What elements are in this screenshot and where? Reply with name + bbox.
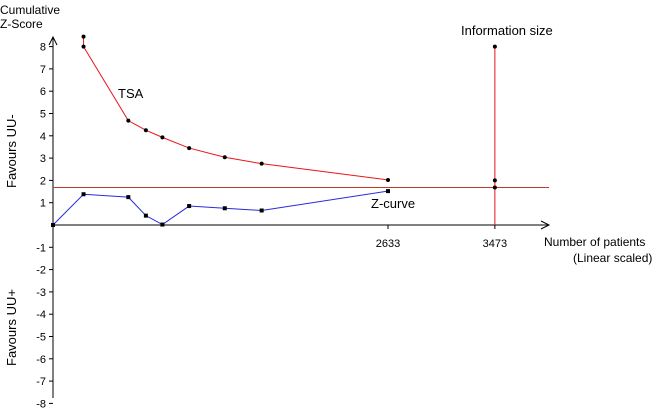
z_curve-point bbox=[143, 213, 148, 218]
y-tick-label: -4 bbox=[36, 309, 46, 321]
y-tick-label: 7 bbox=[40, 64, 46, 76]
z_curve-point bbox=[259, 208, 264, 213]
y-axis-title-line2: Z-Score bbox=[0, 17, 43, 31]
tsa_boundary-point bbox=[222, 155, 227, 160]
tsa_boundary-point bbox=[187, 146, 192, 151]
tsa_boundary-point bbox=[81, 44, 86, 49]
x-tick-label: 3473 bbox=[483, 238, 507, 250]
z_curve-point bbox=[160, 222, 165, 227]
favours-uu-plus-label: Favours UU+ bbox=[4, 289, 19, 366]
x-axis-arrow bbox=[540, 220, 551, 230]
tsa_boundary-line bbox=[83, 36, 389, 181]
information-size-marker bbox=[492, 178, 497, 183]
tsa_boundary-point bbox=[81, 34, 86, 39]
tsa_boundary-point bbox=[143, 128, 148, 133]
y-tick-label: -6 bbox=[36, 354, 46, 366]
z_curve-point bbox=[51, 223, 55, 227]
z_curve-point bbox=[187, 204, 192, 209]
information-size-marker bbox=[492, 44, 497, 49]
z_curve-point bbox=[81, 192, 86, 197]
tsa_boundary-point bbox=[160, 135, 165, 140]
x-axis-title-line1: Number of patients bbox=[544, 235, 645, 249]
tsa_boundary-point bbox=[259, 161, 264, 166]
y-tick-label: 5 bbox=[40, 109, 46, 121]
y-tick-label: -1 bbox=[36, 242, 46, 254]
tsa_boundary-point bbox=[126, 118, 131, 123]
information-size-label: Information size bbox=[461, 23, 553, 38]
x-axis-title-line2: (Linear scaled) bbox=[573, 251, 652, 265]
x-tick-label: 2633 bbox=[376, 238, 400, 250]
z_curve-line bbox=[52, 190, 389, 226]
y-axis-title-line1: Cumulative bbox=[0, 3, 60, 17]
y-tick-label: -7 bbox=[36, 376, 46, 388]
y-tick-label: 4 bbox=[40, 131, 46, 143]
z_curve-point bbox=[386, 189, 390, 194]
z_curve-point bbox=[126, 195, 131, 200]
y-tick-label: 8 bbox=[40, 42, 46, 54]
z_curve-point bbox=[222, 206, 227, 211]
y-tick-label: -2 bbox=[36, 265, 46, 277]
y-tick-label: 1 bbox=[40, 198, 46, 210]
z-curve-label: Z-curve bbox=[371, 196, 415, 211]
information-size-marker bbox=[492, 185, 497, 190]
y-tick-label: 6 bbox=[40, 86, 46, 98]
tsa_boundary-point bbox=[386, 177, 390, 182]
y-tick-label: 3 bbox=[40, 153, 46, 165]
y-tick-label: 2 bbox=[40, 175, 46, 187]
favours-uu-minus-label: Favours UU- bbox=[4, 114, 19, 188]
y-tick-label: -3 bbox=[36, 287, 46, 299]
y-tick-label: -5 bbox=[36, 332, 46, 344]
tsa-label: TSA bbox=[118, 86, 144, 101]
y-tick-label: -8 bbox=[36, 398, 46, 410]
y-axis-arrow bbox=[48, 35, 58, 46]
